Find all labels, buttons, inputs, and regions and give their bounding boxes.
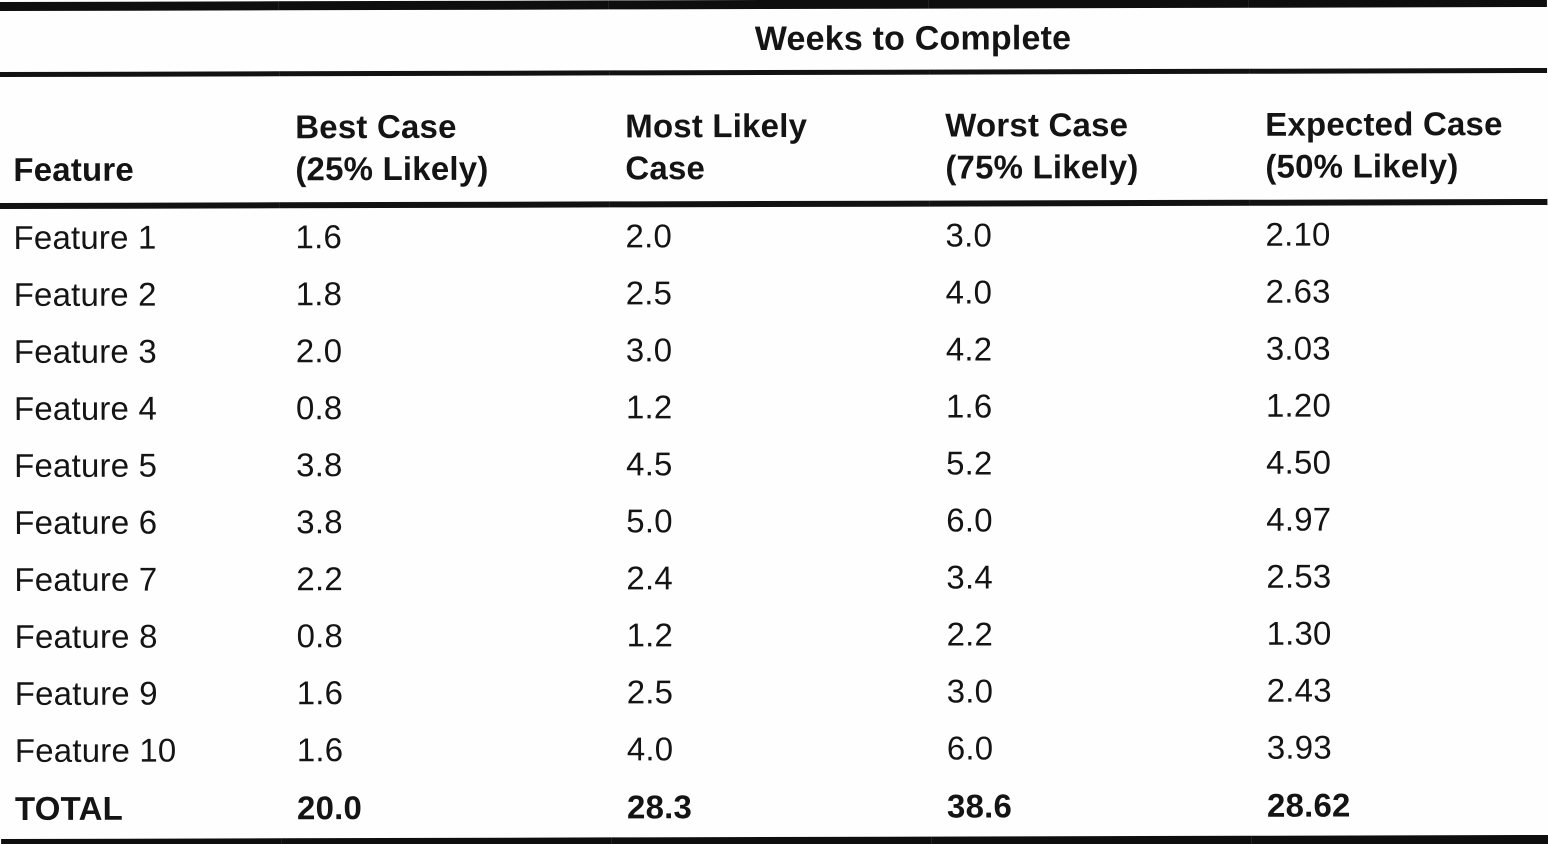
feature-cell: Feature 8 bbox=[14, 617, 158, 655]
worst-case-cell: 6.0 bbox=[946, 500, 993, 539]
feature-cell: Feature 10 bbox=[14, 731, 177, 769]
feature-cell: Feature 3 bbox=[13, 332, 157, 370]
most-likely-cell: 4.0 bbox=[626, 729, 674, 767]
spanner-spacer bbox=[0, 5, 280, 75]
total-most-likely: 28.3 bbox=[626, 788, 693, 826]
best-case-cell: 0.8 bbox=[295, 388, 343, 426]
column-header-label: Best Case bbox=[295, 107, 457, 145]
table-row: Feature 3 2.0 3.0 4.2 3.03 bbox=[0, 319, 1548, 380]
worst-case-cell: 4.2 bbox=[945, 329, 993, 368]
best-case-cell: 3.8 bbox=[296, 502, 343, 540]
total-row: TOTAL 20.0 28.3 38.6 28.62 bbox=[1, 775, 1548, 844]
total-expected-case: 28.62 bbox=[1266, 786, 1351, 824]
best-case-cell: 1.6 bbox=[296, 673, 344, 711]
total-best-case: 20.0 bbox=[296, 789, 363, 827]
column-header-label: Feature bbox=[13, 150, 134, 188]
column-header-sublabel: Case bbox=[625, 148, 706, 187]
worst-case-cell: 3.4 bbox=[946, 557, 993, 596]
most-likely-cell: 1.2 bbox=[626, 615, 674, 653]
worst-case-cell: 6.0 bbox=[946, 728, 994, 767]
best-case-cell: 1.8 bbox=[295, 274, 343, 312]
column-header-row: Feature Best Case (25% Likely) Most Like… bbox=[0, 70, 1548, 207]
table-row: Feature 2 1.8 2.5 4.0 2.63 bbox=[0, 262, 1548, 323]
best-case-cell: 0.8 bbox=[296, 616, 344, 654]
feature-cell: Feature 4 bbox=[13, 389, 158, 427]
expected-case-cell: 1.30 bbox=[1266, 614, 1332, 652]
table-row: Feature 9 1.6 2.5 3.0 2.43 bbox=[1, 661, 1548, 722]
expected-case-cell: 4.50 bbox=[1266, 443, 1332, 481]
best-case-cell: 2.0 bbox=[295, 331, 343, 369]
expected-case-cell: 3.93 bbox=[1266, 728, 1332, 766]
column-header-best-case: Best Case (25% Likely) bbox=[279, 72, 610, 206]
expected-case-cell: 2.63 bbox=[1265, 272, 1331, 310]
feature-cell: Feature 5 bbox=[14, 446, 158, 484]
column-header-expected-case: Expected Case (50% Likely) bbox=[1249, 70, 1548, 203]
table-row: Feature 10 1.6 4.0 6.0 3.93 bbox=[1, 718, 1548, 779]
most-likely-cell: 2.5 bbox=[626, 672, 674, 710]
table-row: Feature 6 3.8 5.0 6.0 4.97 bbox=[0, 490, 1548, 551]
expected-case-cell: 3.03 bbox=[1265, 329, 1331, 367]
best-case-cell: 1.6 bbox=[295, 217, 343, 255]
total-label: TOTAL bbox=[14, 789, 123, 827]
worst-case-cell: 3.0 bbox=[946, 671, 994, 710]
most-likely-cell: 5.0 bbox=[626, 501, 673, 539]
feature-cell: Feature 1 bbox=[13, 218, 157, 256]
best-case-cell: 1.6 bbox=[296, 730, 344, 768]
expected-case-cell: 4.97 bbox=[1266, 500, 1332, 538]
feature-cell: Feature 7 bbox=[14, 560, 158, 598]
expected-case-cell: 2.53 bbox=[1266, 557, 1332, 595]
table-row: Feature 7 2.2 2.4 3.4 2.53 bbox=[0, 547, 1548, 608]
most-likely-cell: 2.4 bbox=[626, 558, 673, 596]
column-header-label: Most Likely bbox=[625, 106, 808, 144]
column-header-label: Worst Case bbox=[945, 105, 1129, 144]
most-likely-cell: 2.5 bbox=[625, 273, 673, 311]
worst-case-cell: 3.0 bbox=[945, 215, 993, 254]
column-header-most-likely-case: Most Likely Case bbox=[609, 72, 930, 205]
best-case-cell: 3.8 bbox=[296, 445, 343, 483]
column-header-worst-case: Worst Case (75% Likely) bbox=[929, 71, 1250, 204]
column-header-feature: Feature bbox=[0, 73, 280, 207]
most-likely-cell: 1.2 bbox=[625, 387, 673, 425]
expected-case-cell: 2.10 bbox=[1265, 215, 1331, 253]
column-header-sublabel: (75% Likely) bbox=[945, 147, 1139, 186]
best-case-cell: 2.2 bbox=[296, 559, 343, 597]
column-header-sublabel: (25% Likely) bbox=[295, 149, 489, 188]
table-row: Feature 5 3.8 4.5 5.2 4.50 bbox=[0, 433, 1548, 494]
spanner-row: Weeks to Complete bbox=[0, 2, 1548, 75]
expected-case-cell: 1.20 bbox=[1265, 386, 1332, 424]
total-worst-case: 38.6 bbox=[946, 787, 1013, 825]
most-likely-cell: 2.0 bbox=[625, 216, 673, 254]
column-header-sublabel: (50% Likely) bbox=[1265, 146, 1459, 185]
worst-case-cell: 1.6 bbox=[945, 386, 993, 425]
table-row: Feature 4 0.8 1.2 1.6 1.20 bbox=[0, 376, 1548, 437]
most-likely-cell: 3.0 bbox=[625, 330, 673, 368]
expected-case-cell: 2.43 bbox=[1266, 671, 1332, 709]
feature-cell: Feature 6 bbox=[14, 503, 158, 541]
table-spanner-title: Weeks to Complete bbox=[278, 2, 1548, 74]
table-row: Feature 8 0.8 1.2 2.2 1.30 bbox=[0, 604, 1548, 665]
column-header-label: Expected Case bbox=[1265, 104, 1503, 143]
worst-case-cell: 2.2 bbox=[946, 614, 994, 653]
worst-case-cell: 4.0 bbox=[945, 272, 993, 311]
table-row: Feature 1 1.6 2.0 3.0 2.10 bbox=[0, 202, 1548, 266]
feature-cell: Feature 9 bbox=[14, 674, 158, 712]
most-likely-cell: 4.5 bbox=[626, 444, 673, 482]
worst-case-cell: 5.2 bbox=[946, 443, 993, 482]
feature-cell: Feature 2 bbox=[13, 275, 157, 313]
